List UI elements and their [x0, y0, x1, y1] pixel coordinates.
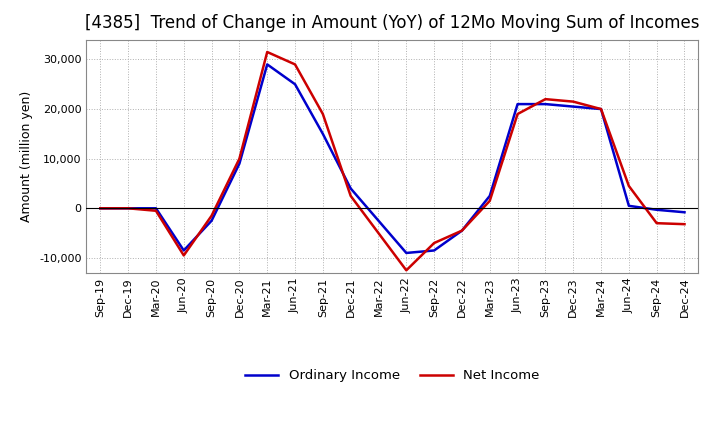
Net Income — [374, 231, 383, 236]
Net Income — [263, 49, 271, 55]
Ordinary Income — [318, 131, 327, 136]
Net Income — [569, 99, 577, 104]
Line: Net Income: Net Income — [100, 52, 685, 270]
Net Income — [430, 240, 438, 246]
Ordinary Income — [235, 161, 243, 166]
Net Income — [458, 228, 467, 233]
Ordinary Income — [569, 104, 577, 109]
Net Income — [124, 205, 132, 211]
Ordinary Income — [402, 250, 410, 256]
Ordinary Income — [374, 218, 383, 224]
Net Income — [402, 268, 410, 273]
Ordinary Income — [291, 81, 300, 87]
Net Income — [680, 221, 689, 227]
Ordinary Income — [624, 203, 633, 209]
Ordinary Income — [541, 102, 550, 107]
Net Income — [207, 213, 216, 218]
Net Income — [291, 62, 300, 67]
Ordinary Income — [346, 186, 355, 191]
Ordinary Income — [96, 205, 104, 211]
Y-axis label: Amount (million yen): Amount (million yen) — [20, 91, 34, 222]
Net Income — [152, 208, 161, 213]
Ordinary Income — [458, 228, 467, 233]
Ordinary Income — [152, 205, 161, 211]
Legend: Ordinary Income, Net Income: Ordinary Income, Net Income — [240, 364, 545, 388]
Ordinary Income — [263, 62, 271, 67]
Title: [4385]  Trend of Change in Amount (YoY) of 12Mo Moving Sum of Incomes: [4385] Trend of Change in Amount (YoY) o… — [85, 15, 700, 33]
Ordinary Income — [513, 102, 522, 107]
Ordinary Income — [652, 207, 661, 213]
Ordinary Income — [207, 218, 216, 224]
Net Income — [541, 96, 550, 102]
Ordinary Income — [124, 205, 132, 211]
Net Income — [96, 205, 104, 211]
Net Income — [513, 111, 522, 117]
Line: Ordinary Income: Ordinary Income — [100, 64, 685, 253]
Ordinary Income — [485, 193, 494, 198]
Ordinary Income — [597, 106, 606, 112]
Ordinary Income — [430, 248, 438, 253]
Ordinary Income — [680, 209, 689, 215]
Net Income — [346, 193, 355, 198]
Net Income — [597, 106, 606, 112]
Ordinary Income — [179, 248, 188, 253]
Net Income — [624, 183, 633, 189]
Net Income — [235, 156, 243, 161]
Net Income — [485, 198, 494, 203]
Net Income — [179, 253, 188, 258]
Net Income — [318, 111, 327, 117]
Net Income — [652, 220, 661, 226]
